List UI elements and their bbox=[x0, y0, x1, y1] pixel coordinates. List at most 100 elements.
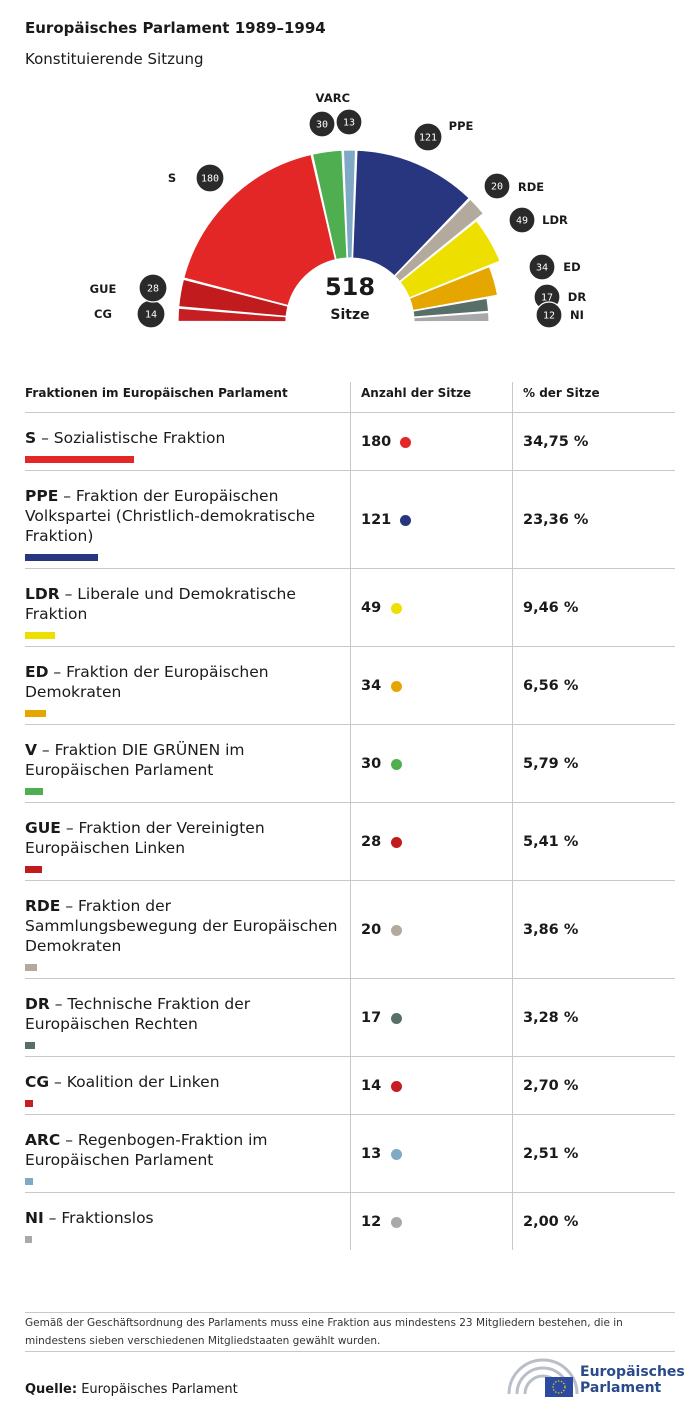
party-color-dot bbox=[391, 924, 402, 936]
party-name: ED – Fraktion der Europäischen Demokrate… bbox=[25, 662, 340, 702]
party-name: RDE – Fraktion der Sammlungsbewegung der… bbox=[25, 896, 340, 956]
source-line: Quelle: Europäisches Parlament bbox=[25, 1382, 238, 1397]
party-label-ni: NI bbox=[570, 308, 584, 322]
footnote-rule bbox=[25, 1351, 675, 1352]
table-row-rule bbox=[25, 470, 675, 471]
table-row-rule bbox=[25, 724, 675, 725]
party-name: CG – Koalition der Linken bbox=[25, 1072, 340, 1092]
seat-badge-s bbox=[195, 163, 225, 193]
party-name: LDR – Liberale und Demokratische Fraktio… bbox=[25, 584, 340, 624]
party-color-dot bbox=[391, 1216, 402, 1228]
hemicycle-center bbox=[286, 258, 414, 340]
party-name: PPE – Fraktion der Europäischen Volkspar… bbox=[25, 486, 340, 546]
party-seat-bar bbox=[25, 788, 44, 795]
party-name: NI – Fraktionslos bbox=[25, 1208, 340, 1228]
party-seat-count: 12 bbox=[361, 1213, 382, 1230]
party-seat-count: 30 bbox=[361, 755, 382, 772]
party-fullname: Koalition der Linken bbox=[66, 1073, 220, 1091]
party-seat-percent: 2,51 % bbox=[523, 1145, 579, 1162]
party-color-dot bbox=[391, 836, 402, 848]
party-separator: – bbox=[36, 429, 54, 447]
party-label-cg: CG bbox=[94, 307, 112, 321]
table-header-rule bbox=[25, 412, 675, 413]
party-label-v: V bbox=[316, 91, 325, 105]
party-seat-count: 180 bbox=[361, 433, 392, 450]
party-fullname: Regenbogen-Fraktion im Europäischen Parl… bbox=[25, 1131, 268, 1169]
footnote-rule bbox=[25, 1312, 675, 1313]
seat-badge-value: 17 bbox=[541, 293, 553, 304]
seat-badge-gue bbox=[138, 273, 168, 303]
table-row-rule bbox=[25, 1114, 675, 1115]
party-abbr: NI bbox=[25, 1209, 44, 1227]
party-seat-count: 49 bbox=[361, 599, 382, 616]
total-seats-value: 518 bbox=[325, 273, 375, 301]
party-fullname: Fraktion der Europäischen Volkspartei (C… bbox=[25, 487, 316, 545]
party-abbr: ARC bbox=[25, 1131, 61, 1149]
seat-badge-value: 121 bbox=[419, 133, 437, 144]
party-seat-bar bbox=[25, 1236, 33, 1243]
table-row-rule bbox=[25, 646, 675, 647]
party-label-ldr: LDR bbox=[542, 213, 568, 227]
seat-badge-rde bbox=[483, 172, 511, 200]
seat-badge-value: 28 bbox=[147, 284, 159, 295]
logo-line-2: Parlament bbox=[580, 1380, 662, 1396]
party-abbr: GUE bbox=[25, 819, 61, 837]
table-header-names: Fraktionen im Europäischen Parlament bbox=[25, 386, 288, 400]
party-abbr: CG bbox=[25, 1073, 50, 1091]
party-color-dot bbox=[400, 436, 411, 448]
table-divider bbox=[350, 382, 351, 1250]
table-row-rule bbox=[25, 802, 675, 803]
seat-badge-ldr bbox=[508, 206, 536, 234]
party-label-arc: ARC bbox=[324, 91, 350, 105]
party-seat-percent: 3,28 % bbox=[523, 1009, 579, 1026]
party-seat-count: 17 bbox=[361, 1009, 382, 1026]
party-fullname: Sozialistische Fraktion bbox=[53, 429, 226, 447]
seat-badge-ppe bbox=[413, 122, 443, 152]
party-seat-count: 20 bbox=[361, 921, 382, 938]
chart-subtitle: Konstituierende Sitzung bbox=[25, 50, 204, 68]
party-seat-count: 13 bbox=[361, 1145, 382, 1162]
seat-badge-value: 49 bbox=[516, 216, 528, 227]
table-row-rule bbox=[25, 1192, 675, 1193]
party-color-dot bbox=[391, 758, 402, 770]
party-seat-percent: 5,79 % bbox=[523, 755, 579, 772]
party-fullname: Fraktion der Vereinigten Europäischen Li… bbox=[25, 819, 265, 857]
party-seat-bar bbox=[25, 1042, 36, 1049]
party-name: ARC – Regenbogen-Fraktion im Europäische… bbox=[25, 1130, 340, 1170]
logo-wordmark: Europäisches Parlament bbox=[580, 1364, 685, 1396]
party-fullname: Fraktion der Europäischen Demokraten bbox=[25, 663, 269, 701]
table-header-seats: Anzahl der Sitze bbox=[361, 386, 472, 400]
party-label-s: S bbox=[168, 171, 176, 185]
source-value: Europäisches Parlament bbox=[81, 1382, 238, 1397]
party-name: DR – Technische Fraktion der Europäische… bbox=[25, 994, 340, 1034]
table-row-rule bbox=[25, 978, 675, 979]
party-seat-percent: 34,75 % bbox=[523, 433, 589, 450]
seat-badge-ed bbox=[528, 253, 556, 281]
party-seat-bar bbox=[25, 456, 134, 463]
party-color-dot bbox=[391, 1148, 402, 1160]
party-seat-percent: 2,70 % bbox=[523, 1077, 579, 1094]
party-separator: – bbox=[59, 585, 78, 603]
party-label-gue: GUE bbox=[90, 282, 117, 296]
party-seat-count: 28 bbox=[361, 833, 382, 850]
party-seat-percent: 3,86 % bbox=[523, 921, 579, 938]
footnote: Gemäß der Geschäftsordnung des Parlament… bbox=[25, 1317, 623, 1347]
party-label-ppe: PPE bbox=[449, 119, 474, 133]
party-seat-percent: 9,46 % bbox=[523, 599, 579, 616]
party-seat-bar bbox=[25, 866, 42, 873]
table-header-pct: % der Sitze bbox=[523, 386, 600, 400]
party-seat-percent: 5,41 % bbox=[523, 833, 579, 850]
ep-logo-icon bbox=[507, 1358, 579, 1397]
seat-badge-value: 30 bbox=[316, 120, 328, 131]
party-label-ed: ED bbox=[563, 260, 580, 274]
party-fullname: Fraktion DIE GRÜNEN im Europäischen Parl… bbox=[25, 741, 245, 779]
seat-badge-value: 180 bbox=[201, 174, 219, 185]
party-separator: – bbox=[58, 487, 76, 505]
seat-badge-ni bbox=[535, 301, 563, 329]
table-row-rule bbox=[25, 568, 675, 569]
party-abbr: LDR bbox=[25, 585, 60, 603]
party-separator: – bbox=[60, 1131, 78, 1149]
party-fullname: Fraktionslos bbox=[61, 1209, 154, 1227]
seat-badge-arc bbox=[335, 108, 363, 136]
party-color-dot bbox=[391, 680, 402, 692]
